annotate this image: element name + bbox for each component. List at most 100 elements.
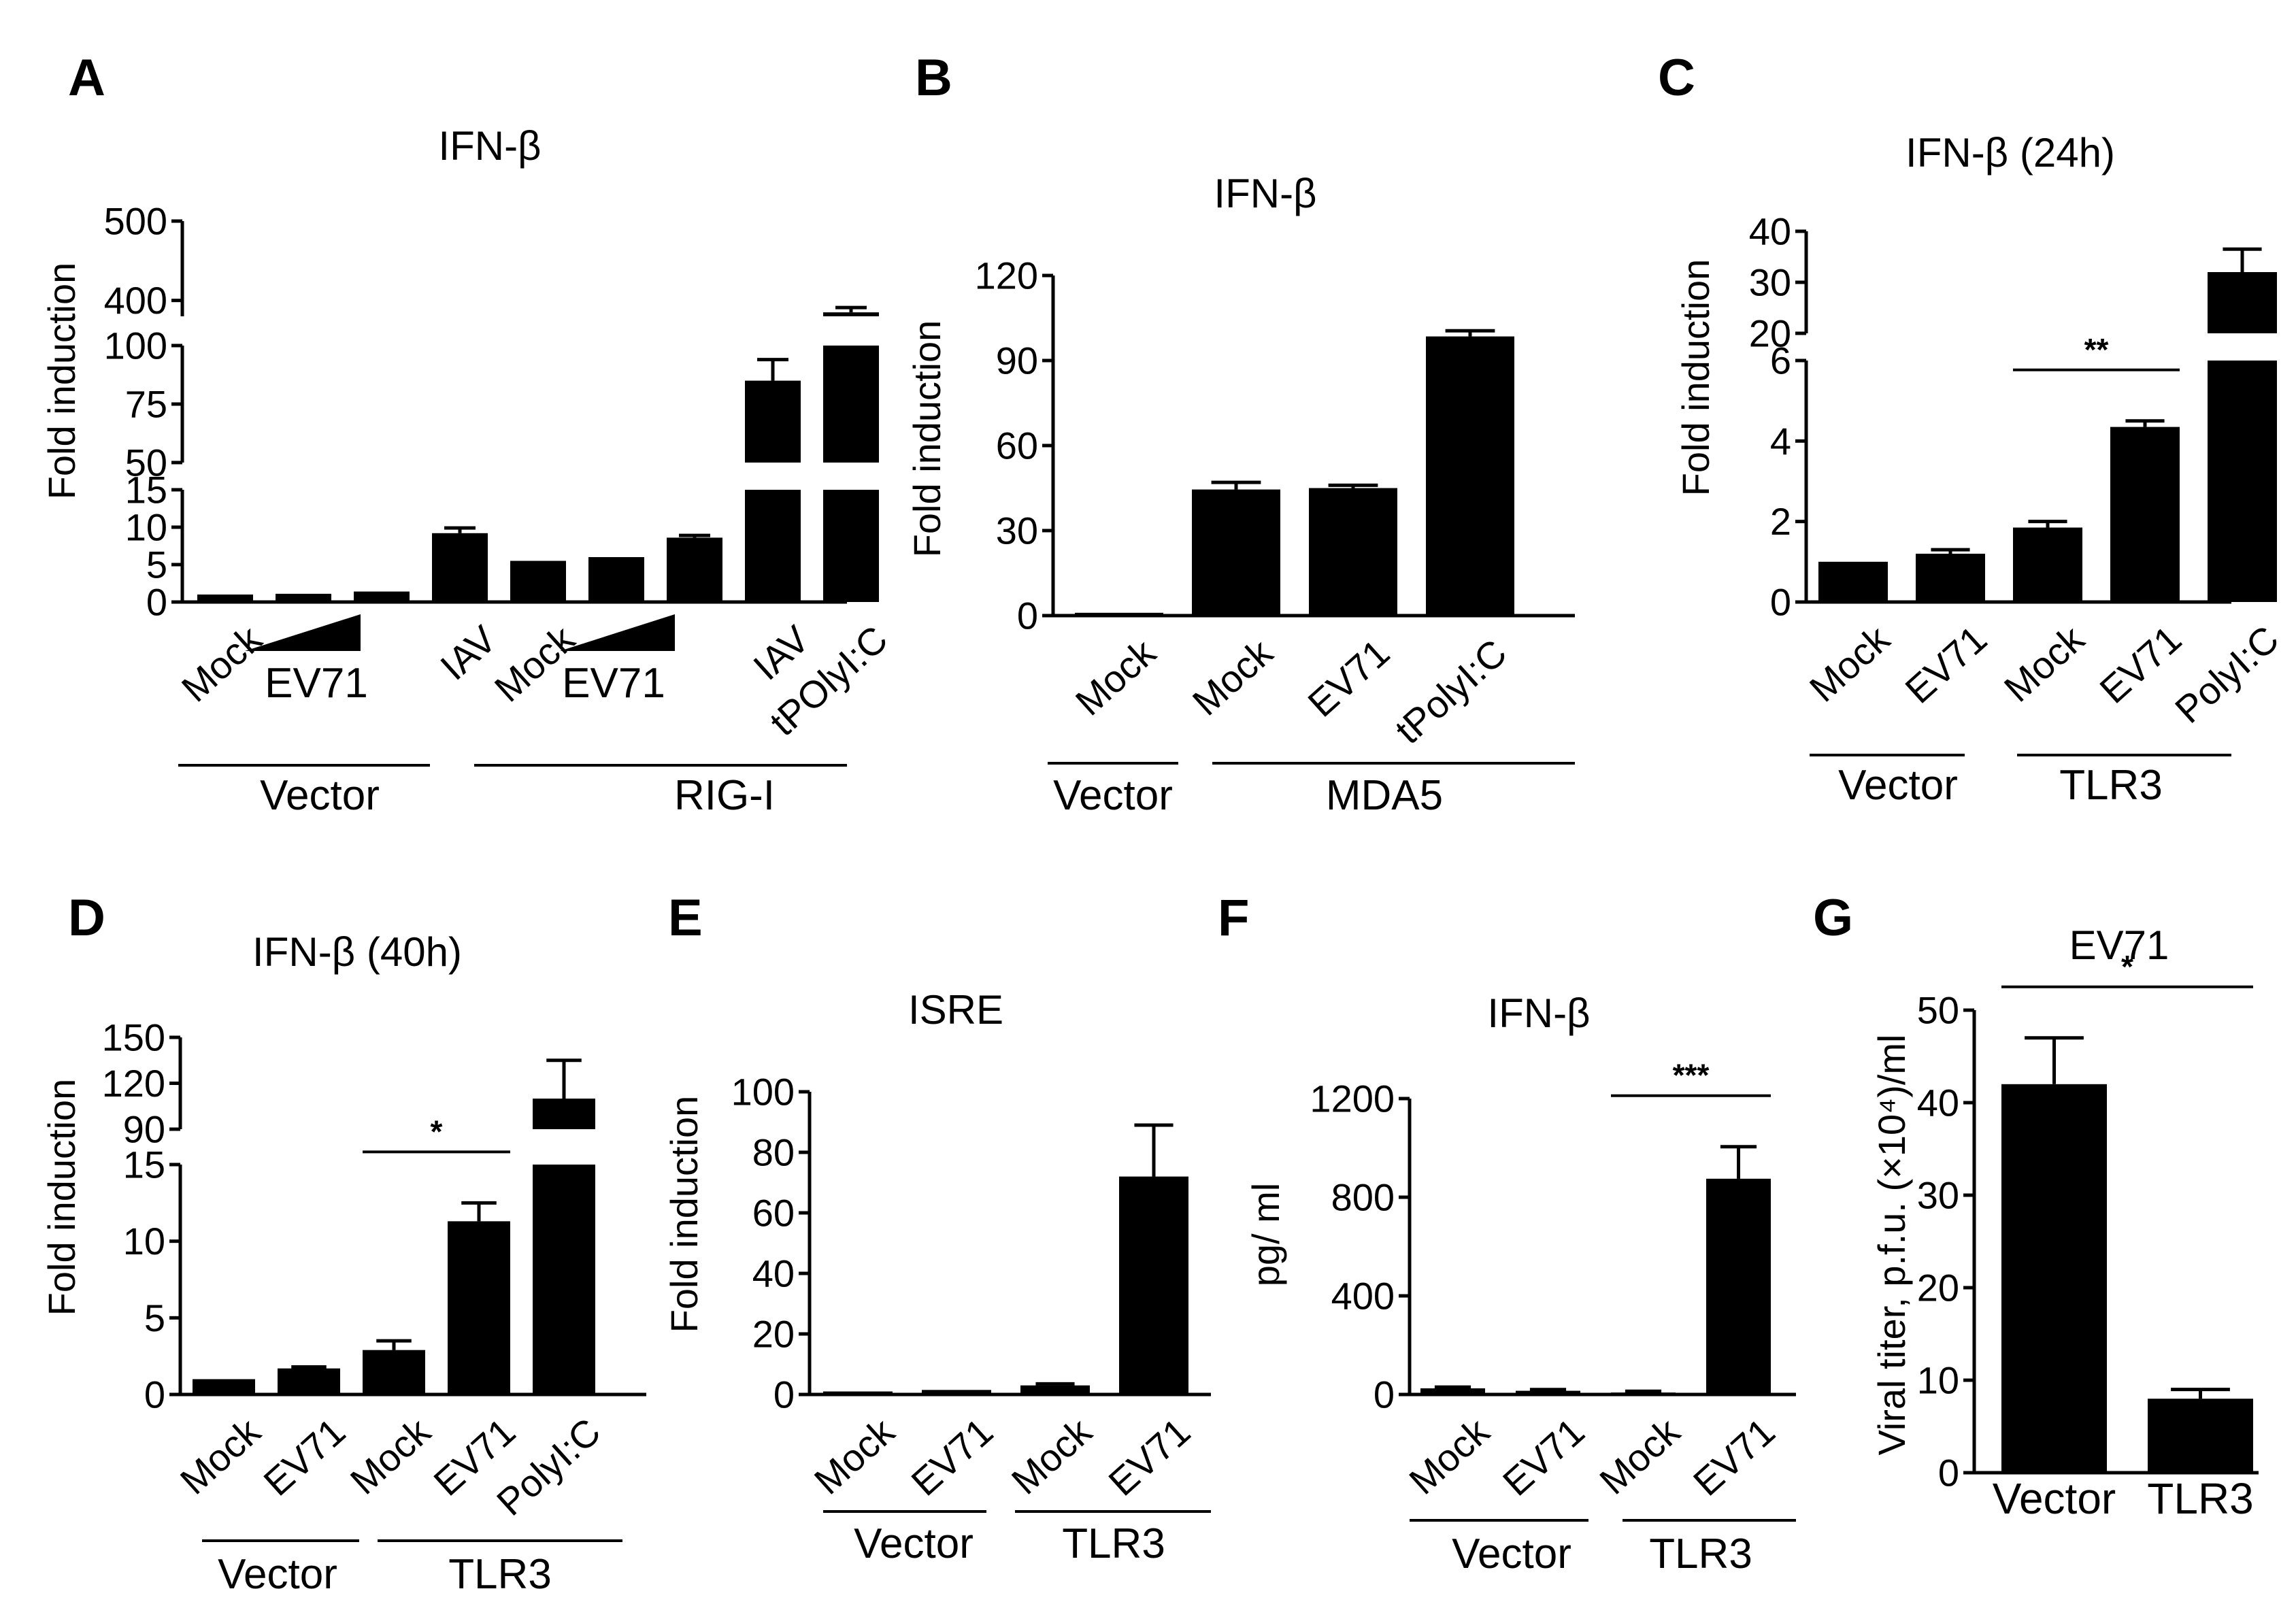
panel-d-bar-3 [448, 1221, 510, 1394]
panel-g-y-tick-label: 10 [1917, 1359, 1959, 1402]
panel-c-x-label: Mock [1801, 617, 1898, 710]
panel-d-y-tick-label: 10 [123, 1220, 165, 1263]
panel-b-y-tick-label: 30 [996, 509, 1038, 552]
panel-d-label: D [68, 889, 105, 947]
panel-c-y-tick-label: 40 [1749, 210, 1791, 253]
panel-c-group-label: Vector [1838, 762, 1958, 809]
panel-g-y-tick-label: 50 [1917, 989, 1959, 1032]
panel-f-x-label: Mock [1401, 1409, 1497, 1503]
panel-f-group-label: TLR3 [1649, 1531, 1752, 1577]
panel-a-group-label: Vector [260, 772, 380, 819]
panel-a-y-tick-label: 500 [104, 200, 167, 243]
panel-e-group-label: Vector [854, 1520, 974, 1567]
panel-b-x-label: Mock [1067, 631, 1164, 724]
panel-g-x-label: TLR3 [2147, 1474, 2254, 1523]
panel-a-bar-8-segment-1 [823, 346, 879, 463]
panel-g-label: G [1813, 889, 1853, 947]
panel-a-title: IFN-β [438, 123, 541, 169]
panel-d-y-tick-label: 0 [144, 1373, 165, 1416]
panel-g-ylabel: Viral titer, p.f.u. (×10⁴)/ml [1870, 1034, 1913, 1455]
panel-b-x-label: EV71 [1299, 631, 1397, 724]
panel-e-y-tick-label: 40 [752, 1252, 795, 1295]
panel-f-y-tick-label: 400 [1331, 1275, 1395, 1318]
panel-b-group-label: MDA5 [1326, 772, 1443, 819]
panel-e-y-tick-label: 100 [731, 1071, 795, 1114]
panel-e-y-tick-label: 20 [752, 1313, 795, 1356]
panel-e-ylabel: Fold induction [663, 1096, 705, 1333]
panel-b-title: IFN-β [1214, 171, 1316, 216]
panel-c-group-label: TLR3 [2059, 762, 2163, 809]
panel-c-title: IFN-β (24h) [1906, 130, 2115, 176]
panel-c-y-tick-label: 6 [1770, 339, 1791, 382]
panel-e-y-tick-label: 60 [752, 1192, 795, 1235]
panel-c-bar-2 [2013, 527, 2082, 602]
panel-b-label: B [915, 49, 952, 107]
panel-b-y-tick-label: 120 [975, 254, 1038, 297]
panel-f-title: IFN-β [1487, 990, 1590, 1036]
panel-g-y-tick-label: 0 [1938, 1452, 1959, 1494]
panel-a-bar-8 [823, 312, 879, 316]
panel-a-bar-1 [276, 593, 331, 602]
panel-b-bar-3 [1426, 336, 1514, 616]
panel-f-group-label: Vector [1452, 1531, 1571, 1577]
panel-f-x-label: Mock [1591, 1409, 1688, 1503]
panel-a-y-tick-label: 5 [146, 544, 167, 586]
panel-d-title: IFN-β (40h) [252, 929, 462, 975]
panel-c-y-tick-label: 4 [1770, 420, 1791, 463]
panel-b-y-tick-label: 90 [996, 339, 1038, 382]
panel-f-bar-3 [1706, 1178, 1771, 1394]
panel-e-y-tick-label: 80 [752, 1131, 795, 1174]
panel-g-significance-label: * [2121, 949, 2133, 984]
panel-f-bar-1 [1516, 1390, 1580, 1394]
panel-f-label: F [1218, 889, 1249, 947]
panel-d-y-tick-label: 15 [123, 1143, 165, 1186]
panel-e-group-label: TLR3 [1062, 1520, 1165, 1567]
panel-g-title: EV71 [2069, 922, 2169, 968]
panel-d-ylabel: Fold induction [40, 1079, 83, 1316]
panel-f-significance-label: *** [1673, 1058, 1710, 1093]
panel-c-y-tick-label: 30 [1749, 261, 1791, 304]
panel-d-group-label: TLR3 [448, 1551, 552, 1598]
panel-a-ramp-label: EV71 [265, 660, 368, 707]
panel-b-group-label: Vector [1053, 772, 1173, 819]
panel-a-y-tick-label: 0 [146, 581, 167, 624]
panel-a-y-tick-label: 15 [125, 469, 167, 512]
panel-c-bar-4-segment-0 [2208, 361, 2277, 602]
panel-a-bar-8-segment-0 [823, 490, 879, 602]
panel-d-significance-label: * [431, 1114, 443, 1149]
panel-c-y-tick-label: 0 [1770, 581, 1791, 624]
panel-c-x-label: PolyI:C [2167, 617, 2286, 731]
panel-d-x-label: Mock [342, 1409, 439, 1503]
panel-g-y-tick-label: 30 [1917, 1174, 1959, 1217]
panel-d-bar-0 [193, 1379, 255, 1394]
panel-a-x-label: Mock [173, 617, 270, 710]
panel-d-bar-2 [363, 1350, 425, 1394]
panel-a-bar-5 [588, 557, 644, 602]
panel-d-group-label: Vector [218, 1551, 337, 1598]
panel-a-bar-7-segment-0 [745, 490, 801, 602]
panel-c-bar-4 [2208, 272, 2277, 333]
panel-d-x-label: EV71 [255, 1409, 353, 1503]
panel-d-y-tick-label: 120 [102, 1062, 165, 1105]
panel-b-y-tick-label: 0 [1017, 595, 1038, 637]
panel-c-x-label: Mock [1996, 617, 2093, 710]
panel-b-bar-1 [1192, 489, 1280, 616]
panel-a-y-tick-label: 100 [104, 324, 167, 367]
panel-e-x-label: EV71 [1100, 1409, 1198, 1503]
panel-f-x-label: EV71 [1495, 1409, 1593, 1503]
panel-a-ramp-label: EV71 [562, 660, 665, 707]
panel-a-bar-0 [197, 595, 253, 602]
panel-c-bar-0 [1818, 561, 1888, 602]
panel-a-ylabel: Fold induction [40, 263, 83, 500]
panel-c-significance-label: ** [2084, 332, 2109, 367]
panel-d-y-tick-label: 150 [102, 1016, 165, 1059]
panel-g-y-tick-label: 20 [1917, 1267, 1959, 1309]
panel-e-bar-0 [823, 1391, 893, 1394]
panel-e-title: ISRE [908, 987, 1003, 1033]
panel-c-ylabel: Fold induction [1674, 259, 1717, 497]
panel-a-y-tick-label: 75 [125, 383, 167, 426]
panel-d-bar-1 [278, 1368, 340, 1394]
panel-f-ylabel: pg/ ml [1244, 1183, 1287, 1287]
panel-e-x-label: Mock [806, 1409, 903, 1503]
